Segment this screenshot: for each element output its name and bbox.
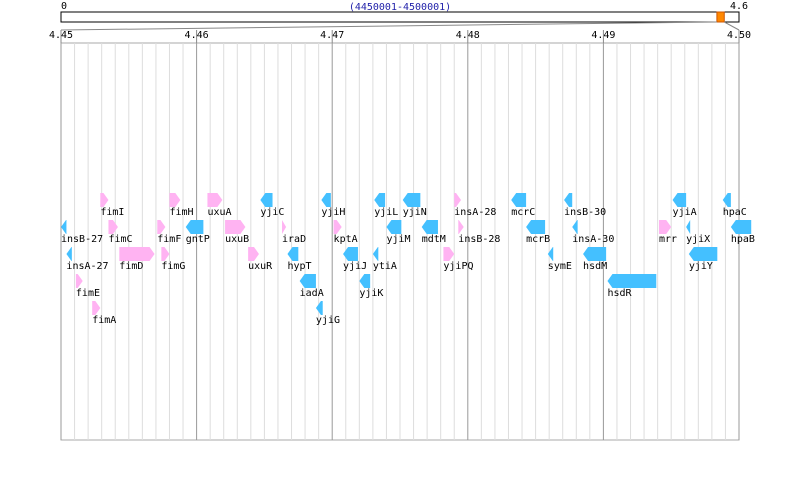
gene <box>583 247 607 261</box>
gene <box>333 220 342 234</box>
gene <box>161 247 170 261</box>
gene <box>688 247 718 261</box>
gene-label: fimC <box>108 234 132 245</box>
gene <box>66 247 72 261</box>
gene <box>443 247 455 261</box>
gene-label: insA-30 <box>572 234 614 245</box>
gene-label: uxuR <box>248 261 273 272</box>
overview-region <box>716 11 725 23</box>
gene-label: insB-30 <box>564 207 606 218</box>
gene-label: yjiC <box>260 207 284 218</box>
gene <box>92 301 101 315</box>
gene <box>185 220 204 234</box>
gene <box>658 220 672 234</box>
gene-label: insA-27 <box>66 261 108 272</box>
gene-label: yjiK <box>359 288 383 299</box>
gene-label: yjiJ <box>343 261 367 272</box>
gene <box>547 247 554 261</box>
gene <box>386 220 402 234</box>
gene-label: fimG <box>161 261 185 272</box>
gene-label: yjiY <box>689 261 713 272</box>
gene-label: hsdM <box>583 261 607 272</box>
gene <box>282 220 287 234</box>
gene <box>511 193 527 207</box>
gene-label: iadA <box>300 288 324 299</box>
gene <box>730 220 752 234</box>
gene-label: hsdR <box>607 288 632 299</box>
gene <box>119 247 155 261</box>
gene <box>454 193 462 207</box>
zoom-line <box>724 21 740 31</box>
gene <box>108 220 118 234</box>
gene <box>572 220 578 234</box>
gene-label: gntP <box>186 234 210 245</box>
gene-label: hpaB <box>731 234 755 245</box>
gene <box>260 193 273 207</box>
overview-tick-label: 4.6 <box>730 1 748 12</box>
gene <box>100 193 109 207</box>
gene-label: uxuA <box>207 207 231 218</box>
gene <box>207 193 223 207</box>
gene <box>372 247 379 261</box>
gene-label: yjiH <box>321 207 345 218</box>
gene-label: symE <box>548 261 572 272</box>
gene-label: mcrC <box>511 207 535 218</box>
gene <box>402 193 421 207</box>
gene <box>169 193 181 207</box>
overview-tick-label: 0 <box>61 1 67 12</box>
gene <box>225 220 246 234</box>
gene-label: kptA <box>334 234 358 245</box>
gene-label: iraD <box>282 234 306 245</box>
zoom-line <box>60 21 717 31</box>
gene-label: fimA <box>92 315 116 326</box>
gene-label: hypT <box>287 261 311 272</box>
gene <box>686 220 691 234</box>
gene-label: yjiA <box>673 207 697 218</box>
gene <box>315 301 323 315</box>
gene-label: fimD <box>119 261 143 272</box>
gene <box>287 247 299 261</box>
gene <box>374 193 386 207</box>
gene <box>722 193 731 207</box>
gene <box>359 274 371 288</box>
gene <box>458 220 464 234</box>
chart-title: (4450001-4500001) <box>349 2 451 13</box>
overview-frame <box>60 11 740 23</box>
gene <box>564 193 573 207</box>
gene <box>421 220 438 234</box>
gene <box>299 274 316 288</box>
gene-label: yjiPQ <box>443 261 473 272</box>
gene-label: insB-27 <box>61 234 103 245</box>
gene-label: insB-28 <box>458 234 500 245</box>
gene-label: insA-28 <box>454 207 496 218</box>
gene-label: yjiG <box>316 315 340 326</box>
gene-label: fimH <box>169 207 193 218</box>
gene-label: mrr <box>659 234 677 245</box>
gene <box>607 274 657 288</box>
gene-label: yjiM <box>386 234 410 245</box>
gene-label: mcrB <box>526 234 550 245</box>
gene-label: fimE <box>76 288 100 299</box>
gene <box>248 247 259 261</box>
gene-label: hpaC <box>723 207 747 218</box>
gene <box>75 274 83 288</box>
gene <box>343 247 358 261</box>
gene <box>672 193 687 207</box>
gene <box>157 220 166 234</box>
gene-label: fimI <box>100 207 124 218</box>
gene-label: yjiN <box>403 207 427 218</box>
gene-label: ytiA <box>373 261 397 272</box>
gene-label: mdtM <box>422 234 446 245</box>
gene-label: yjiL <box>374 207 398 218</box>
gene <box>61 220 67 234</box>
gene <box>321 193 331 207</box>
gene-label: uxuB <box>225 234 249 245</box>
gene-label: fimF <box>157 234 181 245</box>
gene <box>526 220 546 234</box>
gene-label: yjiX <box>686 234 710 245</box>
